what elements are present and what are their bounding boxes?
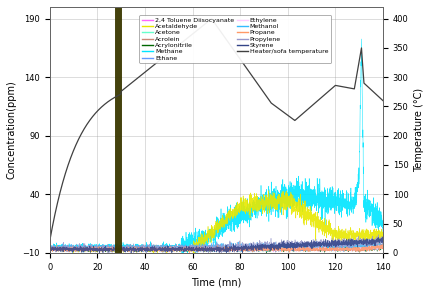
Legend: 2,4 Toluene Diisocyanate, Acetaldehyde, Acetone, Acrolein, Acrylonitrile, Methan: 2,4 Toluene Diisocyanate, Acetaldehyde, … (139, 15, 330, 63)
X-axis label: Time (mn): Time (mn) (190, 277, 241, 287)
Y-axis label: Concentration(ppm): Concentration(ppm) (7, 81, 17, 179)
Y-axis label: Temperature (°C): Temperature (°C) (413, 88, 423, 172)
